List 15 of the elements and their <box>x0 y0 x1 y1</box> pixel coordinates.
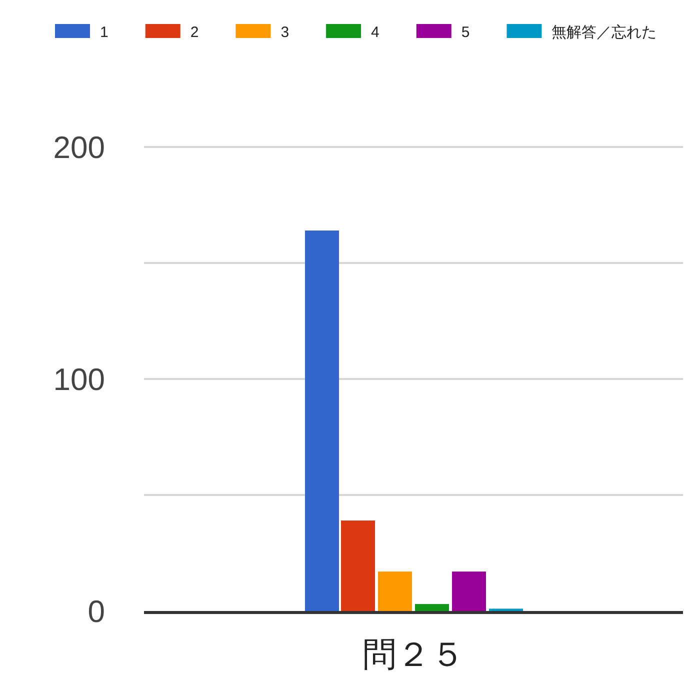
y-tick-label: 0 <box>88 594 105 629</box>
x-tick-label: 問２５ <box>362 636 464 674</box>
legend-label: 2 <box>190 24 199 41</box>
legend-label: 無解答／忘れた <box>552 24 657 41</box>
legend-label: 3 <box>280 24 290 41</box>
legend-label: 1 <box>100 24 108 41</box>
y-tick-label: 100 <box>53 362 105 397</box>
bar <box>415 604 449 611</box>
legend-label: 5 <box>461 24 470 41</box>
y-tick-label: 200 <box>53 130 105 165</box>
bar <box>378 572 412 611</box>
bar <box>452 572 486 611</box>
bar <box>305 230 339 611</box>
bar <box>341 520 375 611</box>
legend-label: 4 <box>371 24 380 41</box>
